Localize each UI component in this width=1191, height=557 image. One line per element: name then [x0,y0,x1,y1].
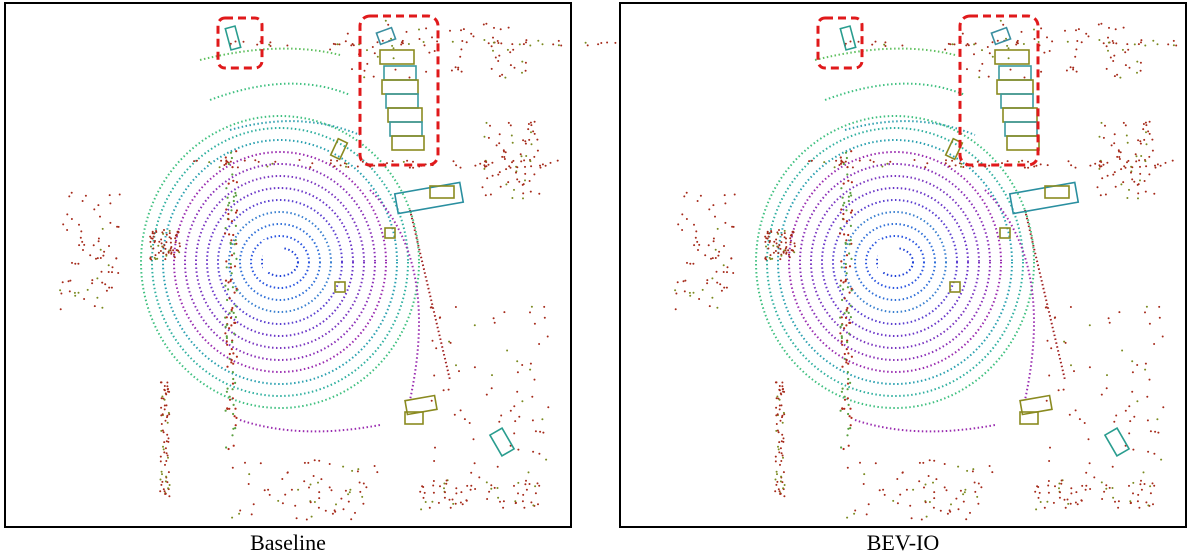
panel-frame [620,3,1186,527]
caption: Baseline [250,530,326,555]
caption: BEV-IO [867,530,940,555]
figure: Baseline BEV-IO [0,0,1191,557]
panel-frame [5,3,571,527]
panel: BEV-IO [620,3,1191,555]
